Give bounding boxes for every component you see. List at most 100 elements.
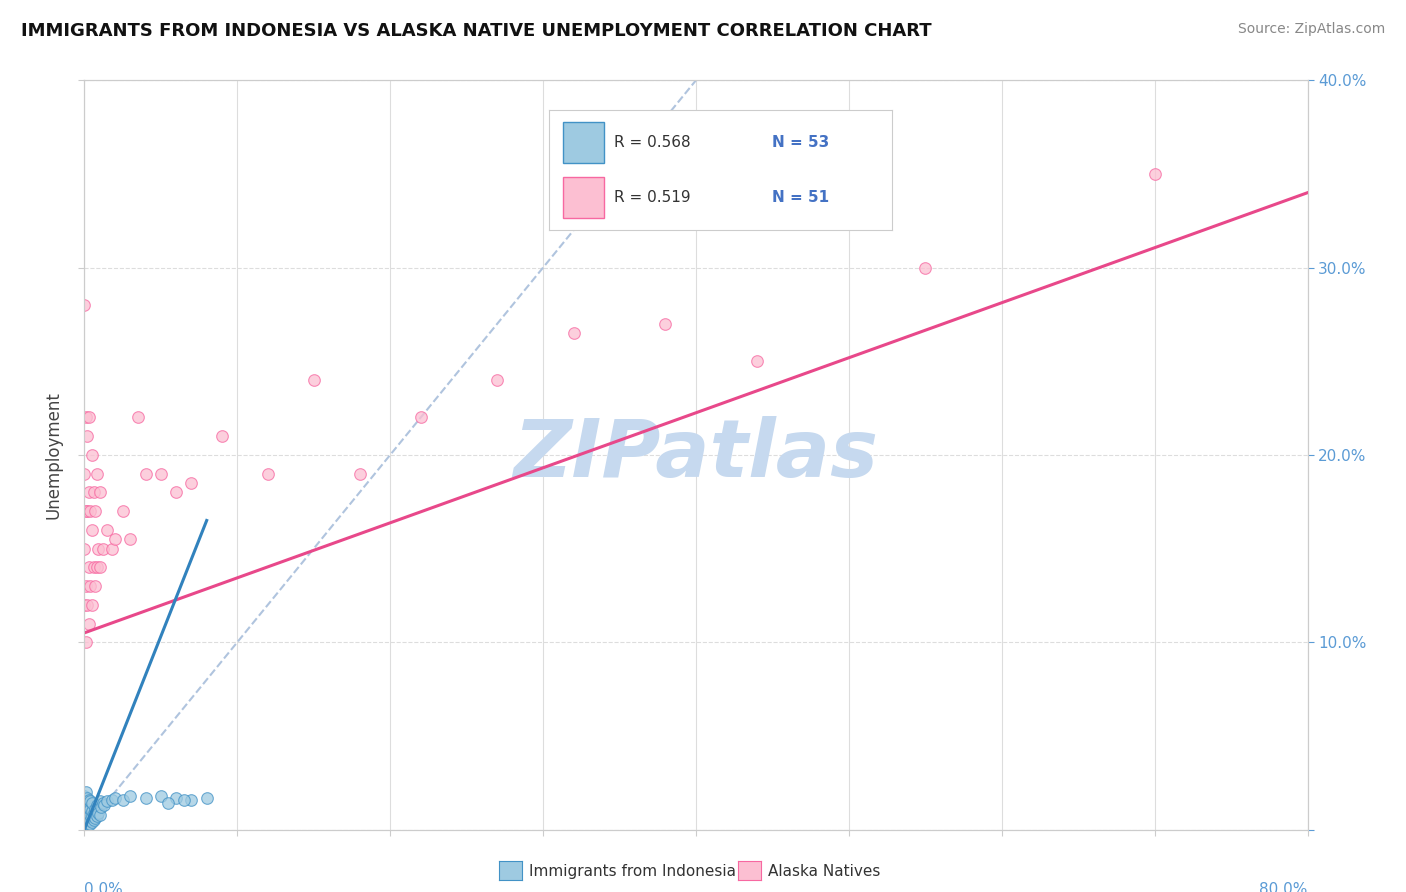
Point <box>302 373 325 387</box>
Point <box>73 789 96 803</box>
Point <box>73 800 96 814</box>
Point <box>111 504 134 518</box>
Point <box>73 298 96 312</box>
Point <box>73 598 96 612</box>
Text: 80.0%: 80.0% <box>1260 882 1308 892</box>
Point <box>75 795 97 809</box>
Point <box>76 598 98 612</box>
Point <box>101 792 124 806</box>
Point <box>79 807 101 822</box>
Point <box>76 817 98 831</box>
Point <box>75 804 97 818</box>
Point <box>86 809 108 823</box>
Point <box>1143 167 1166 181</box>
Point <box>75 504 97 518</box>
Point <box>83 814 105 828</box>
Point <box>486 373 509 387</box>
Point <box>80 809 103 823</box>
Point <box>73 467 96 481</box>
Point <box>90 800 112 814</box>
Point <box>135 790 157 805</box>
Point <box>79 579 101 593</box>
Point <box>96 795 118 809</box>
Point <box>79 814 101 828</box>
Point <box>77 798 100 813</box>
Point <box>77 814 100 828</box>
Point <box>91 797 114 811</box>
Point <box>80 448 103 462</box>
Point <box>86 467 108 481</box>
Point <box>89 807 111 822</box>
Text: Alaska Natives: Alaska Natives <box>768 864 880 879</box>
Point <box>73 807 96 822</box>
Point <box>77 616 100 631</box>
Point <box>76 790 98 805</box>
Point <box>76 811 98 825</box>
Point <box>76 429 98 443</box>
Point <box>914 260 936 275</box>
Point <box>89 485 111 500</box>
Point <box>83 560 105 574</box>
Point <box>77 792 100 806</box>
Point <box>93 798 115 813</box>
Point <box>77 817 100 831</box>
Point <box>80 523 103 537</box>
Point <box>76 504 98 518</box>
Point <box>127 410 149 425</box>
Point <box>349 467 371 481</box>
Y-axis label: Unemployment: Unemployment <box>45 391 63 519</box>
Point <box>101 541 124 556</box>
Point <box>211 429 233 443</box>
Point <box>86 798 108 813</box>
Point <box>76 805 98 820</box>
Point <box>76 798 98 813</box>
Point <box>173 792 195 806</box>
Point <box>257 467 280 481</box>
Point <box>120 532 142 546</box>
Point <box>165 790 187 805</box>
Point <box>79 817 101 831</box>
Point <box>73 814 96 828</box>
Point <box>157 797 180 811</box>
Point <box>180 476 202 491</box>
Text: Immigrants from Indonesia: Immigrants from Indonesia <box>529 864 735 879</box>
Point <box>79 795 101 809</box>
Point <box>86 560 108 574</box>
Point <box>84 579 107 593</box>
Point <box>135 467 157 481</box>
Point <box>91 541 114 556</box>
Point <box>75 815 97 830</box>
Text: ZIPatlas: ZIPatlas <box>513 416 879 494</box>
Point <box>79 802 101 816</box>
Point <box>80 797 103 811</box>
Point <box>77 560 100 574</box>
Text: IMMIGRANTS FROM INDONESIA VS ALASKA NATIVE UNEMPLOYMENT CORRELATION CHART: IMMIGRANTS FROM INDONESIA VS ALASKA NATI… <box>21 22 932 40</box>
Text: Source: ZipAtlas.com: Source: ZipAtlas.com <box>1237 22 1385 37</box>
Point <box>562 326 585 340</box>
Point <box>75 410 97 425</box>
Point <box>104 790 127 805</box>
Point <box>77 809 100 823</box>
Point <box>149 789 172 803</box>
Point <box>77 410 100 425</box>
Point <box>79 504 101 518</box>
Point <box>80 804 103 818</box>
Point <box>84 811 107 825</box>
Point <box>180 792 202 806</box>
Point <box>83 805 105 820</box>
Point <box>87 541 110 556</box>
Point <box>87 805 110 820</box>
Point <box>104 532 127 546</box>
Point <box>89 795 111 809</box>
Point <box>84 802 107 816</box>
Point <box>75 635 97 649</box>
Point <box>75 579 97 593</box>
Point <box>80 815 103 830</box>
Point <box>80 598 103 612</box>
Point <box>83 485 105 500</box>
Point <box>165 485 187 500</box>
Point <box>77 485 100 500</box>
Point <box>75 785 97 799</box>
Point <box>149 467 172 481</box>
Point <box>77 804 100 818</box>
